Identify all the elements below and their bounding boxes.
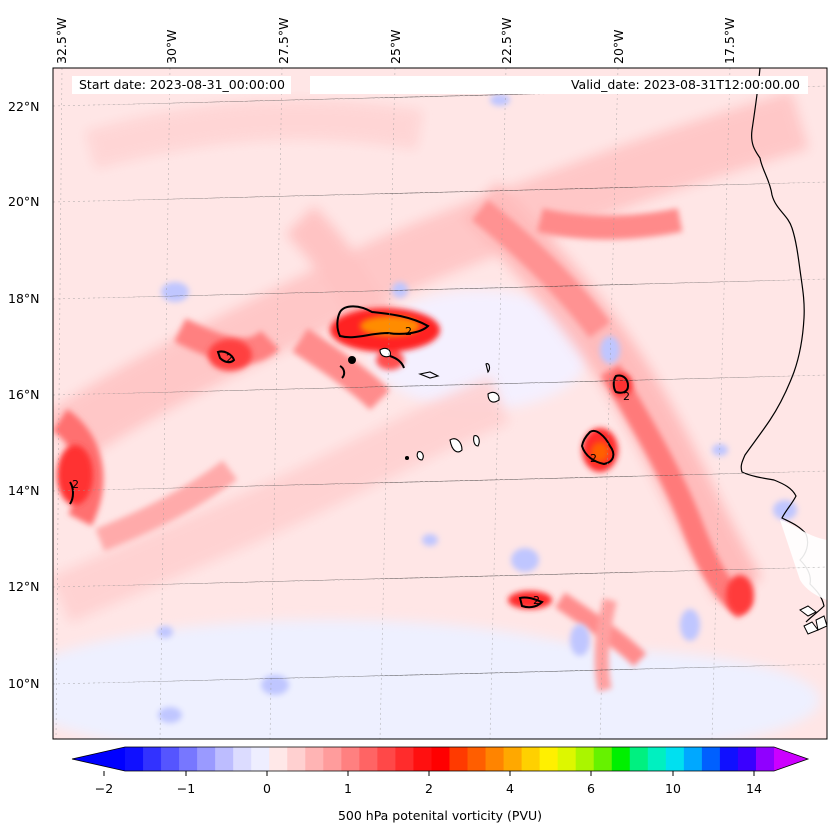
colorbar-segment [629,747,649,771]
islands [379,347,500,461]
colorbar-segment [251,747,270,771]
contour-label-6: 2 [226,352,233,365]
colorbar-segment [539,747,559,771]
lat-label: 14°N [8,483,40,498]
colorbar-segment [719,747,739,771]
start-date-label: Start date: 2023-08-31_00:00:00 [72,76,291,94]
lat-label: 12°N [8,579,40,594]
colorbar-tick: 0 [263,781,271,796]
colorbar-segment [737,747,757,771]
colorbar-segment [233,747,252,771]
colorbar-segment [323,747,342,771]
contour-label-1: 2 [405,325,412,338]
colorbar-outline [71,746,810,772]
colorbar-ticks: −2 −1 0 1 2 4 6 10 14 [0,748,837,796]
lon-label: 32.5°W [54,17,69,64]
lon-label: 22.5°W [499,17,514,64]
colorbar-segment [215,747,234,771]
contour-label-2: 2 [590,452,597,465]
lat-label: 18°N [8,291,40,306]
colorbar-segment [413,747,432,771]
colorbar-tick: −2 [94,781,114,796]
colorbar-segment [377,747,396,771]
lon-label: 27.5°W [276,17,291,64]
colorbar-segment [593,747,613,771]
colorbar-segment [521,747,541,771]
colorbar-segment [485,747,505,771]
colorbar-segment [701,747,721,771]
colorbar-segment [341,747,360,771]
colorbar-segment [467,747,487,771]
map-frame [52,67,828,740]
colorbar-segment [431,747,450,771]
colorbar [71,746,810,776]
colorbar-tick: 6 [587,781,595,796]
colorbar-segment [179,747,198,771]
contour-label-4: 2 [533,594,540,607]
lon-label: 30°W [164,29,179,64]
contour-label-5: 2 [72,478,79,491]
colorbar-tick: 2 [425,781,433,796]
colorbar-segment [647,747,667,771]
colorbar-segment [611,747,631,771]
colorbar-segment [287,747,306,771]
colorbar-segment [575,747,595,771]
colorbar-title: 500 hPa potenital vorticity (PVU) [337,808,543,823]
pv-field: 2 2 2 2 2 2 [53,68,827,739]
graticule [53,68,827,739]
colorbar-segment [503,747,523,771]
colorbar-tick: 14 [746,781,762,796]
colorbar-max-extension [774,747,808,771]
colorbar-segment [557,747,577,771]
colorbar-min-extension [72,747,125,771]
colorbar-segment [449,747,469,771]
colorbar-segment [143,747,162,771]
colorbar-segment [305,747,324,771]
lon-label: 25°W [388,29,403,64]
lon-label: 20°W [611,29,626,64]
colorbar-segment [161,747,180,771]
lat-label: 10°N [8,676,40,691]
colorbar-segment [683,747,703,771]
colorbar-segment [359,747,378,771]
lat-label: 16°N [8,387,40,402]
colorbar-tick: 4 [506,781,514,796]
valid-date-label: Valid_date: 2023-08-31T12:00:00.00 [310,76,808,94]
lat-label: 22°N [8,99,40,114]
colorbar-segment [665,747,685,771]
colorbar-segment [395,747,414,771]
lat-label: 20°N [8,194,40,209]
colorbar-tick: 10 [665,781,681,796]
colorbar-tick: 1 [344,781,352,796]
colorbar-segment [269,747,288,771]
lon-label: 17.5°W [722,17,737,64]
colorbar-segment [755,747,775,771]
colorbar-segment [197,747,216,771]
colorbar-segment [125,747,144,771]
colorbar-tick: −1 [176,781,196,796]
contour-label-3: 2 [623,390,630,403]
